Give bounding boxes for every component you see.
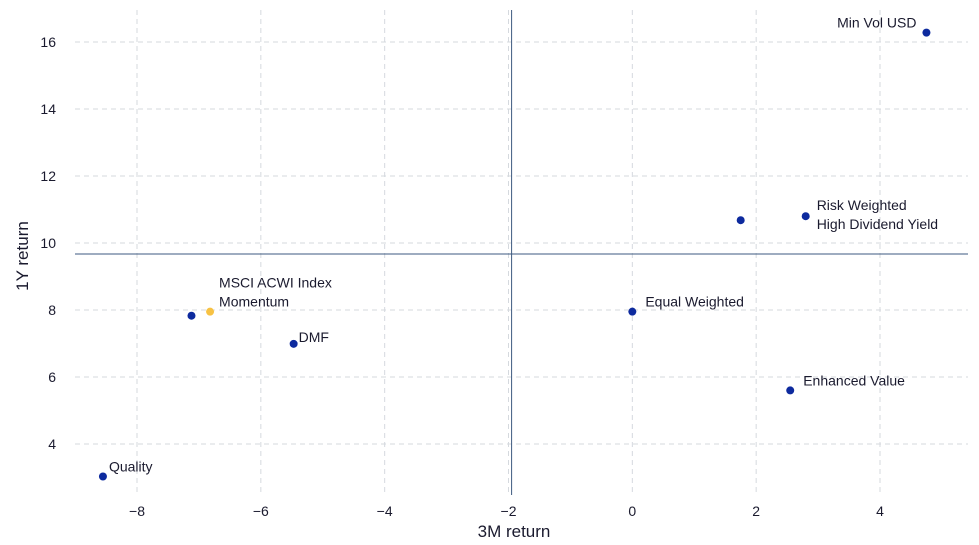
x-tick-label: 0 <box>628 503 636 519</box>
data-point <box>98 472 107 481</box>
y-axis-title: 1Y return <box>13 221 32 291</box>
point-label: Min Vol USD <box>837 15 916 31</box>
point-label-line: MSCI ACWI Index <box>219 275 332 291</box>
x-tick-label: 2 <box>752 503 760 519</box>
y-tick-label: 16 <box>40 34 56 50</box>
point-label-line: Momentum <box>219 294 289 310</box>
point-labels: Min Vol USD Risk Weighted High Dividend Yi… <box>109 15 938 475</box>
data-point <box>801 212 810 221</box>
reference-lines <box>75 10 968 495</box>
point-label: Enhanced Value <box>803 372 905 388</box>
point-label: DMF <box>299 329 329 345</box>
x-tick-label: −2 <box>501 503 517 519</box>
x-tick-label: −8 <box>129 503 145 519</box>
x-tick-label: 4 <box>876 503 884 519</box>
y-tick-label: 14 <box>40 101 56 117</box>
y-axis-ticks: 4 6 8 10 12 14 16 <box>40 34 56 452</box>
point-label-line: DMF <box>299 329 329 345</box>
point-label: MSCI ACWI Index Momentum <box>219 275 332 310</box>
point-label-line: Quality <box>109 458 153 474</box>
point-label: Quality <box>109 458 153 474</box>
y-tick-label: 10 <box>40 235 56 251</box>
point-label: Equal Weighted <box>645 294 744 310</box>
x-axis-ticks: −8 −6 −4 −2 0 2 4 <box>129 503 884 519</box>
point-label-line: Enhanced Value <box>803 372 905 388</box>
point-label-line: Equal Weighted <box>645 294 744 310</box>
data-points <box>98 28 931 481</box>
y-tick-label: 8 <box>48 302 56 318</box>
highlight-point <box>206 307 215 316</box>
x-tick-label: −4 <box>377 503 393 519</box>
y-tick-label: 4 <box>48 436 56 452</box>
data-point <box>786 386 795 395</box>
point-label-line: High Dividend Yield <box>817 216 938 232</box>
data-point <box>736 216 745 225</box>
x-axis-title: 3M return <box>478 522 551 541</box>
point-label-line: Min Vol USD <box>837 15 916 31</box>
data-point <box>187 311 196 320</box>
y-tick-label: 12 <box>40 168 56 184</box>
chart-grid <box>75 10 968 495</box>
point-label-line: Risk Weighted <box>817 197 907 213</box>
x-tick-label: −6 <box>253 503 269 519</box>
data-point <box>289 339 298 348</box>
data-point <box>628 307 637 316</box>
y-tick-label: 6 <box>48 369 56 385</box>
data-point <box>922 28 931 37</box>
point-label: Risk Weighted High Dividend Yield <box>817 197 938 232</box>
